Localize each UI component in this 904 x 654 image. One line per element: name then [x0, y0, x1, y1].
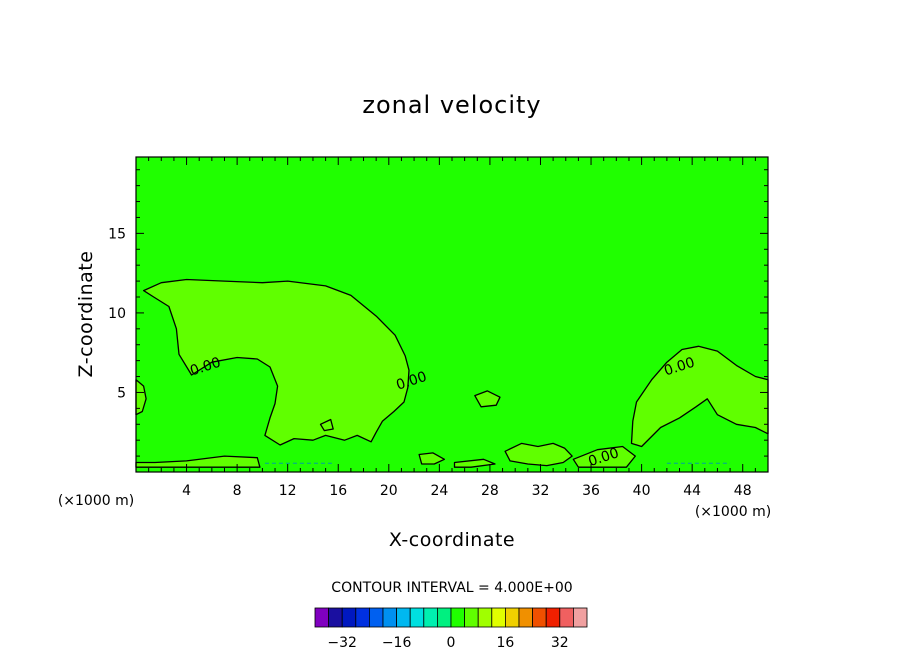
colorbar-swatch [545, 607, 561, 628]
y-tick-label: 10 [108, 306, 126, 322]
chart-title: zonal velocity [362, 91, 541, 119]
contour-interval-text: CONTOUR INTERVAL = 4.000E+00 [331, 580, 572, 596]
colorbar-tick-label: −16 [382, 635, 412, 651]
colorbar [314, 607, 588, 628]
colorbar-tick-label: −32 [327, 635, 357, 651]
x-tick-label: 28 [481, 483, 499, 499]
x-tick-label: 8 [233, 483, 242, 499]
colorbar-swatch [436, 607, 452, 628]
contour-region [453, 458, 496, 468]
colorbar-tick-label: 0 [447, 635, 456, 651]
colorbar-swatch [409, 607, 425, 628]
x-tick-label: 44 [683, 483, 701, 499]
x-axis-label: X-coordinate [389, 529, 515, 551]
y-tick-label: 15 [108, 226, 126, 242]
contour-region [474, 390, 501, 408]
colorbar-swatch [368, 607, 384, 628]
contour-region [319, 418, 334, 432]
colorbar-swatch [491, 607, 506, 628]
contour-region [572, 445, 636, 468]
colorbar-swatch [355, 607, 370, 628]
contour-region [630, 345, 769, 448]
colorbar-swatch [464, 607, 479, 628]
x-tick-labels: 4 8 12 16 20 24 28 32 36 40 44 48 [182, 483, 752, 499]
y-tick-labels: 5 10 15 [108, 226, 126, 401]
x-unit-left: (×1000 m) [58, 493, 134, 509]
x-tick-label: 48 [734, 483, 752, 499]
colorbar-swatch [559, 607, 574, 628]
x-tick-label: 40 [633, 483, 651, 499]
colorbar-swatch [450, 607, 466, 628]
colorbar-swatch [328, 607, 343, 628]
contour-region [135, 455, 261, 468]
axis-ticks [136, 157, 768, 472]
x-tick-label: 24 [430, 483, 448, 499]
contour-regions [135, 278, 769, 468]
colorbar-swatch [314, 607, 330, 628]
colorbar-tick-labels: −32 −16 0 16 32 [327, 635, 568, 651]
colorbar-swatch [477, 607, 493, 628]
x-tick-label: 20 [380, 483, 398, 499]
contour-region [142, 278, 410, 446]
colorbar-swatch [382, 607, 398, 628]
colorbar-swatch [504, 607, 520, 628]
contour-region [418, 452, 446, 465]
x-unit-right: (×1000 m) [695, 504, 771, 520]
colorbar-swatch [532, 607, 547, 628]
y-tick-label: 5 [117, 385, 126, 401]
colorbar-swatch [341, 607, 357, 628]
colorbar-swatch [573, 607, 588, 628]
x-tick-label: 12 [279, 483, 297, 499]
y-axis-label: Z-coordinate [75, 251, 97, 378]
x-tick-label: 32 [532, 483, 550, 499]
x-tick-label: 36 [582, 483, 600, 499]
colorbar-swatch [396, 607, 411, 628]
colorbar-tick-label: 16 [496, 635, 514, 651]
colorbar-tick-label: 32 [551, 635, 569, 651]
colorbar-swatch [423, 607, 438, 628]
x-tick-label: 16 [329, 483, 347, 499]
x-tick-label: 4 [182, 483, 191, 499]
colorbar-swatch [518, 607, 534, 628]
contour-region [504, 442, 573, 467]
